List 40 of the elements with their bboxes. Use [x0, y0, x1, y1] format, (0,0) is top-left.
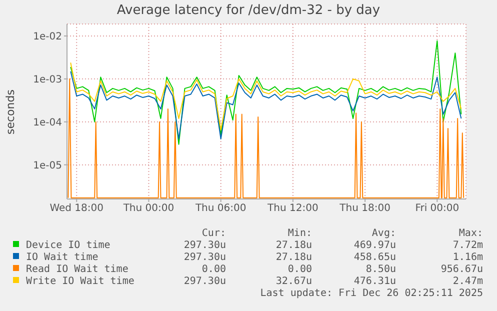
legend-label: Write IO Wait time — [26, 276, 134, 287]
text: 27.18u — [276, 252, 312, 263]
line-series — [70, 62, 462, 130]
legend-label: Read IO Wait time — [26, 264, 128, 275]
text: 469.97u — [354, 240, 396, 251]
line-series — [70, 70, 462, 140]
legend-label: Device IO time — [26, 240, 110, 251]
y-tick-label: 1e-04 — [33, 117, 62, 128]
text: 7.72m — [452, 240, 483, 251]
x-tick-label: Thu 12:00 — [266, 203, 318, 214]
text: 297.30u — [184, 252, 226, 263]
legend-label: IO Wait time — [26, 252, 98, 263]
text: 0.00 — [288, 264, 312, 275]
chart-title: Average latency for /dev/dm-32 - by day — [116, 3, 382, 18]
text: 27.18u — [276, 240, 312, 251]
text: 32.67u — [276, 276, 312, 287]
text: Cur: — [202, 228, 226, 239]
text: Min: — [288, 228, 312, 239]
text: 458.65u — [354, 252, 396, 263]
y-tick-label: 1e-05 — [33, 160, 62, 172]
text: Avg: — [372, 228, 396, 239]
text: 297.30u — [184, 276, 226, 287]
text: Last update: Fri Dec 26 02:25:11 2025 — [260, 288, 483, 299]
line-series — [70, 40, 462, 145]
x-tick-label: Thu 06:00 — [194, 203, 246, 214]
text: 1.16m — [452, 252, 483, 263]
text: 2.47m — [452, 276, 483, 287]
text: 0.00 — [202, 264, 226, 275]
x-tick-label: Thu 00:00 — [122, 203, 174, 214]
y-axis-title: seconds — [4, 89, 17, 134]
x-tick-label: Fri 00:00 — [415, 203, 460, 214]
y-tick-label: 1e-02 — [33, 32, 62, 43]
x-tick-label: Wed 18:00 — [50, 203, 104, 214]
text: 297.30u — [184, 240, 226, 251]
y-tick-label: 1e-03 — [33, 74, 62, 86]
text: 8.50u — [366, 264, 396, 275]
text: 476.31u — [354, 276, 396, 287]
text: Max: — [458, 228, 483, 239]
x-tick-label: Thu 18:00 — [338, 203, 390, 214]
text: 956.67u — [440, 264, 483, 275]
